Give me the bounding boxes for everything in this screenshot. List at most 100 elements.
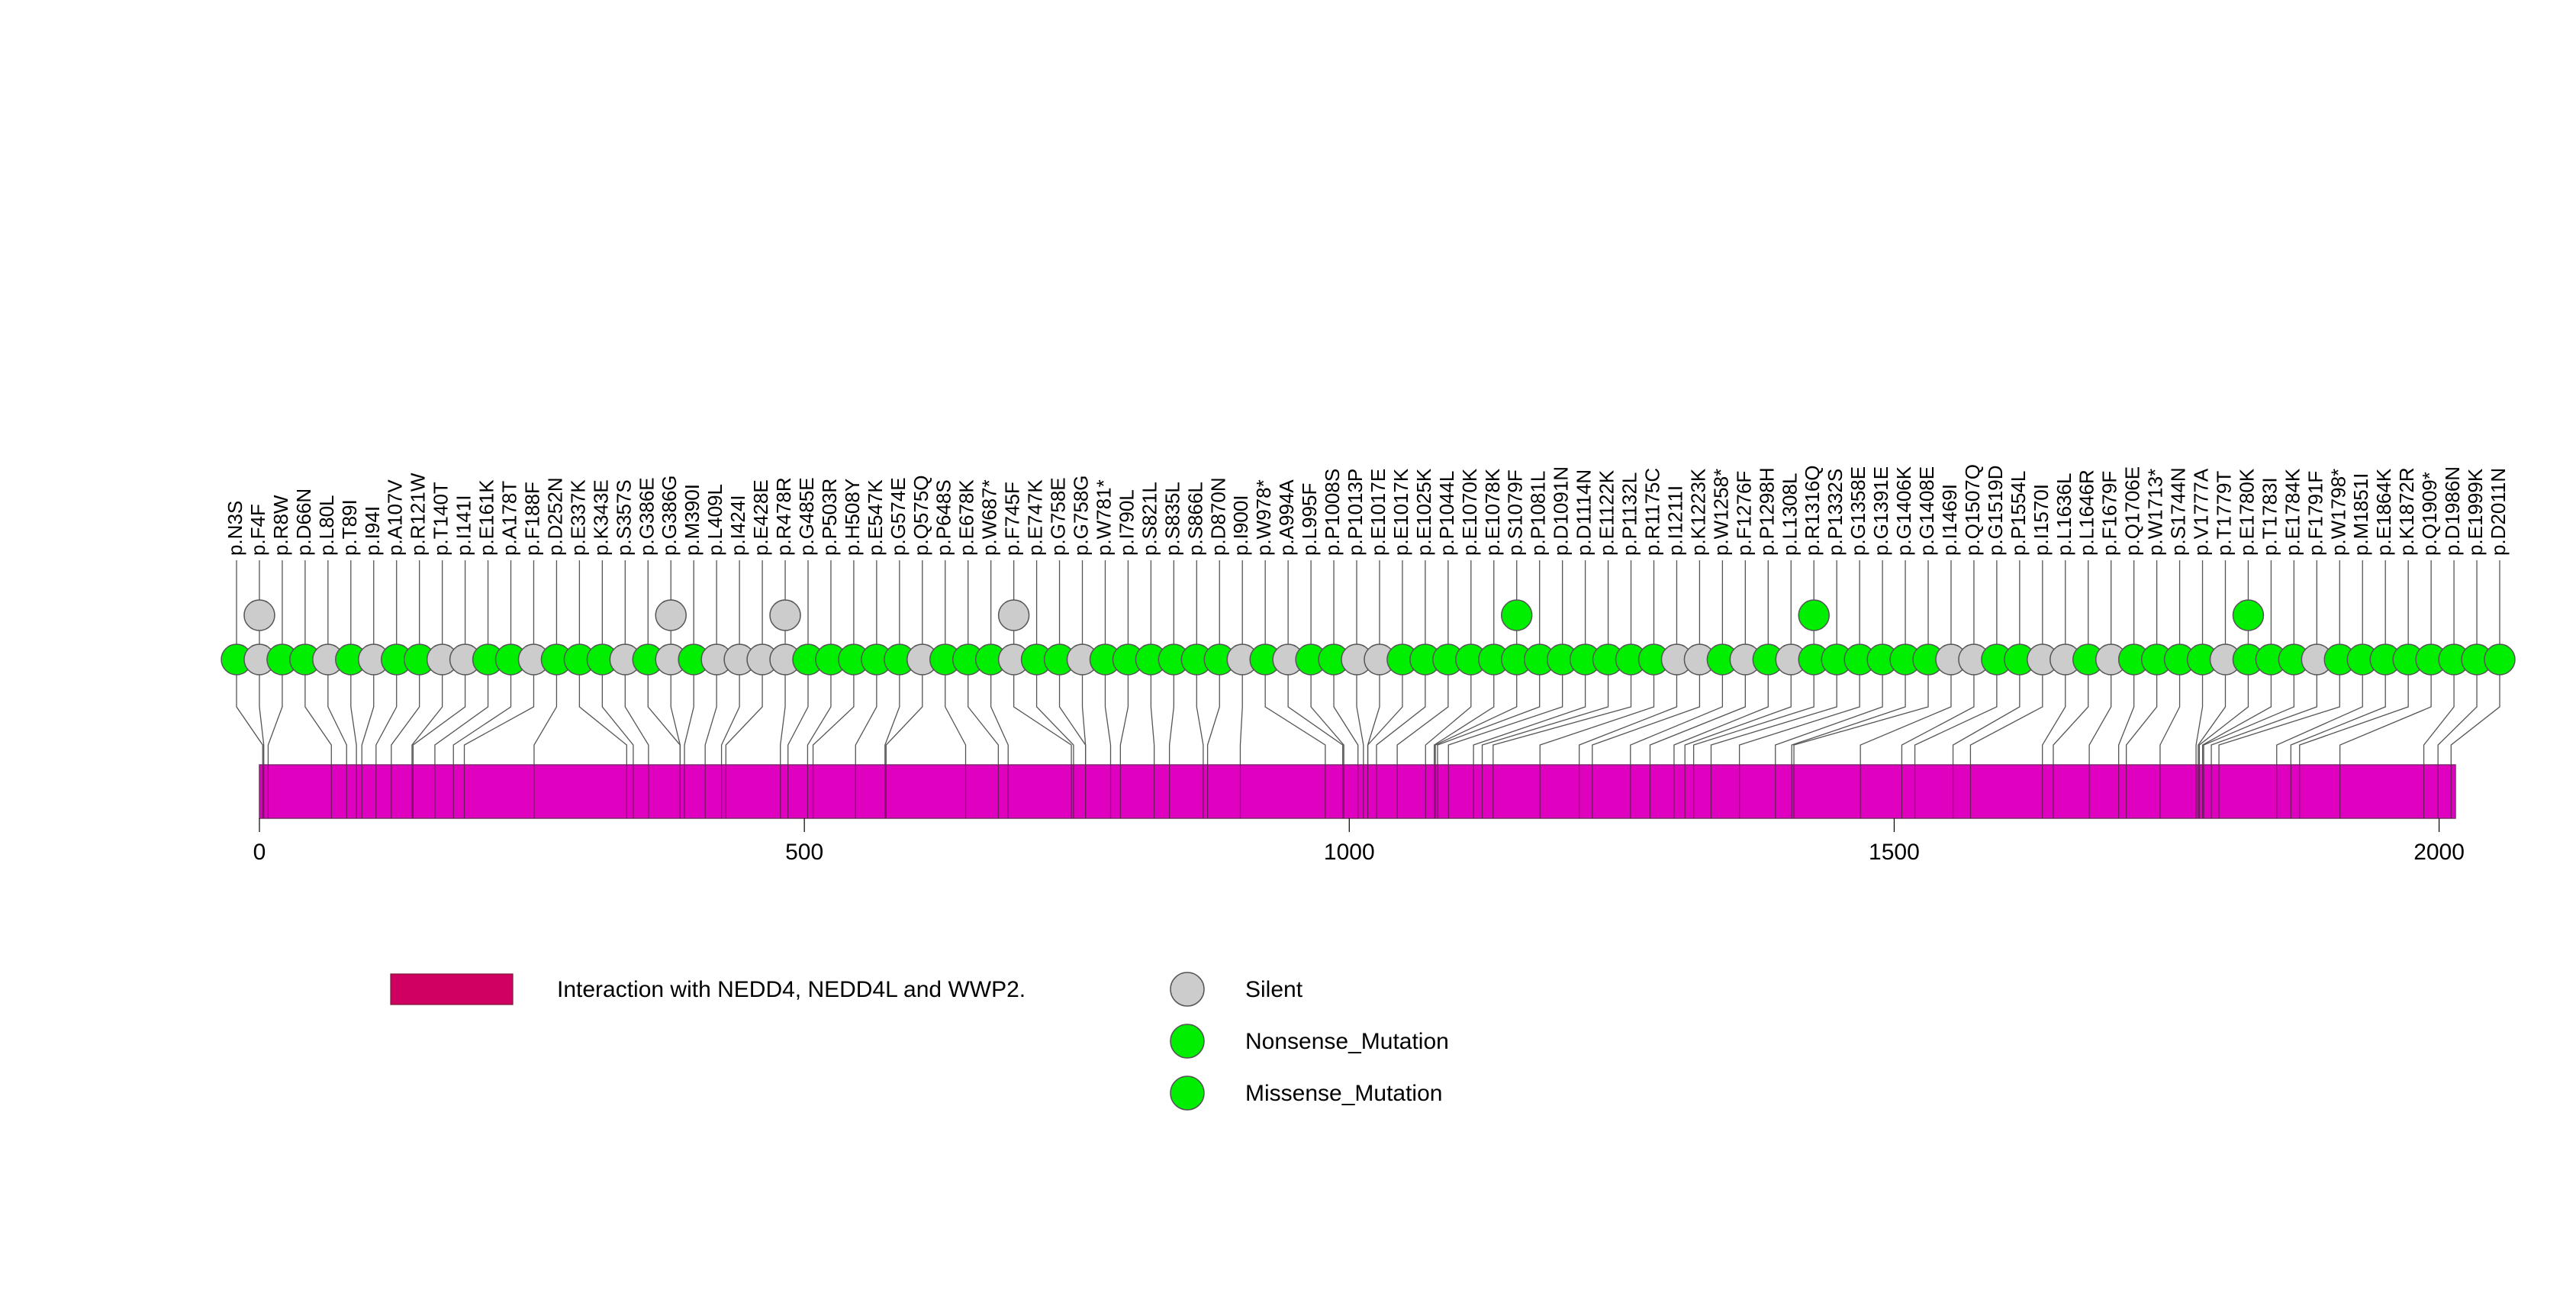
mutation-label: p.Q1706E (2121, 466, 2144, 556)
connector-line (1901, 560, 1975, 765)
mutation-label: p.F1679F (2098, 471, 2121, 556)
mutation-label: p.G1358E (1847, 466, 1869, 556)
protein-track (259, 764, 2456, 819)
mutation-label: p.F188F (520, 482, 543, 556)
connector-line (2437, 560, 2478, 765)
connector-line (2088, 560, 2112, 765)
connector-line (1914, 560, 1998, 765)
mutation-label: p.E1017K (1389, 468, 1412, 556)
mutation-label: p.G758G (1070, 475, 1093, 556)
mutation-label: p.R1175C (1641, 468, 1663, 556)
connector-line (2159, 560, 2181, 765)
mutation-label: p.D2011N (2487, 468, 2510, 556)
connector-line (434, 560, 489, 765)
connector-line (601, 560, 634, 765)
connector-line (1434, 560, 1495, 765)
mutation-label: p.D1986N (2441, 466, 2464, 556)
mutation-label: p.S821L (1138, 482, 1161, 556)
connector-line (2198, 560, 2249, 765)
mutation-label: p.E337K (566, 479, 589, 556)
mutation-label: p.T1783I (2258, 477, 2281, 556)
mutation-label: p.G1391E (1869, 466, 1892, 556)
mutation-label: p.E1784K (2281, 468, 2304, 556)
connector-line (2201, 560, 2272, 765)
connector-line (884, 560, 900, 765)
connector-line (304, 560, 332, 765)
connector-line (1425, 560, 1472, 765)
connector-line (1435, 560, 1518, 765)
connector-line (391, 560, 420, 765)
mutation-label: p.E547K (864, 479, 887, 556)
connector-line (1104, 560, 1112, 765)
legend-label: Silent (1245, 977, 1303, 1002)
legend-swatch-circle (1170, 1076, 1205, 1111)
connector-line (1492, 560, 1632, 765)
axis-tick-label: 1500 (1869, 840, 1920, 865)
connector-line (1437, 560, 1541, 765)
connector-line (1367, 560, 1403, 765)
mutation-circle (2484, 643, 2516, 676)
connector-line (1684, 560, 1792, 765)
mutation-label: p.R1316Q (1801, 465, 1824, 556)
mutation-label: p.I1570I (2030, 484, 2053, 556)
connector-line (945, 560, 967, 765)
mutation-circle-stacked (243, 599, 275, 631)
mutation-label: p.I1211I (1663, 485, 1686, 556)
connector-line (1649, 560, 1746, 765)
mutation-label: p.M390I (681, 484, 704, 556)
connector-line (1481, 560, 1609, 765)
mutation-label: p.I900I (1229, 495, 1252, 556)
mutation-circle-stacked (655, 599, 687, 631)
mutation-circles (221, 599, 2516, 676)
mutation-label: p.K1872R (2395, 467, 2418, 556)
mutation-label: p.E1025K (1412, 468, 1435, 556)
connector-line (350, 560, 357, 765)
connector-line (990, 560, 1009, 765)
mutation-label: p.S1079F (1504, 469, 1527, 556)
mutation-label: p.L1646R (2075, 469, 2098, 556)
connector-line (1196, 560, 1204, 765)
mutation-label: p.Q1507Q (1961, 464, 1984, 556)
mutation-label: p.E161K (475, 479, 498, 556)
connector-line (2053, 560, 2089, 765)
mutation-labels: p.N3S p.F4F p.R8W p.D66N p.L80L p.T89I p.I94I p… (224, 464, 2510, 556)
mutation-label: p.P1044L (1435, 471, 1458, 556)
mutation-label: p.D66N (292, 489, 315, 556)
legend-label: Missense_Mutation (1245, 1081, 1442, 1106)
mutation-label: p.E678K (955, 479, 978, 556)
mutation-label: p.L1636L (2053, 473, 2075, 556)
legend-swatch-circle (1170, 972, 1205, 1007)
connector-line (1119, 560, 1129, 765)
connector-line (1860, 560, 1952, 765)
mutation-label: p.W1798* (2326, 469, 2349, 556)
connector-line (2195, 560, 2204, 765)
connector-line (1206, 560, 1220, 765)
connector-lines (236, 560, 2500, 765)
mutation-circle-stacked (2232, 599, 2265, 631)
connector-line (1376, 560, 1426, 765)
connector-line (2218, 560, 2340, 765)
mutation-label: p.P648S (932, 479, 955, 556)
mutation-label: p.E1122K (1596, 469, 1618, 556)
legend-swatch-circle (1170, 1024, 1205, 1059)
mutation-label: p.T1779T (2212, 471, 2235, 556)
connector-line (1793, 560, 1929, 765)
connector-line (2339, 560, 2432, 765)
connector-line (1775, 560, 1883, 765)
connector-line (1673, 560, 1769, 765)
connector-line (1396, 560, 1449, 765)
mutation-label: p.D252N (543, 477, 566, 556)
connector-line (885, 560, 923, 765)
connector-line (1710, 560, 1837, 765)
mutation-label: p.G386G (658, 475, 681, 556)
connector-line (1150, 560, 1155, 765)
connector-line (1081, 560, 1087, 765)
mutation-label: p.W687* (978, 479, 1001, 556)
mutation-label: p.A994A (1275, 479, 1298, 556)
mutation-label: p.D1091N (1550, 466, 1573, 556)
connector-line (2276, 560, 2363, 765)
mutation-label: p.I141I (452, 495, 475, 556)
mutation-label: p.I1469I (1938, 484, 1961, 556)
mutation-label: p.P1298H (1755, 467, 1778, 556)
connector-line (452, 560, 512, 765)
